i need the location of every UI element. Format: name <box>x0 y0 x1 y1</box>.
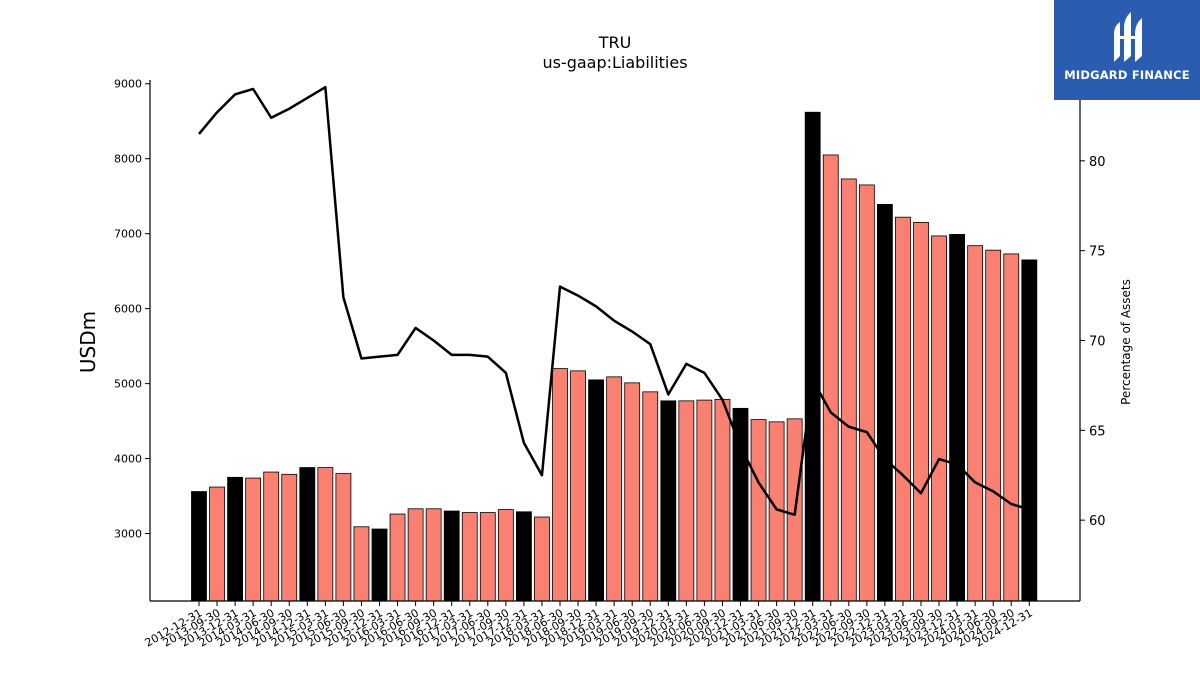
bar <box>335 473 352 602</box>
bar <box>750 419 767 602</box>
bar <box>371 528 388 602</box>
chart-subtitle: us-gaap:Liabilities <box>542 53 687 72</box>
bar <box>588 379 604 602</box>
bar <box>877 204 893 602</box>
y-tick-label: 8000 <box>114 153 142 166</box>
bar <box>1021 259 1038 602</box>
bar <box>479 512 496 602</box>
y2-tick-label: 80 <box>1089 155 1106 170</box>
bar <box>714 398 731 602</box>
bar <box>949 234 965 602</box>
y-tick-label: 3000 <box>114 528 142 541</box>
bar <box>263 471 280 602</box>
y2-tick-label: 70 <box>1089 335 1106 350</box>
y-tick-label: 6000 <box>114 303 142 316</box>
y2-tick-label: 65 <box>1089 424 1106 439</box>
plot-area: 3000400050006000700080009000606570758020… <box>114 78 1106 650</box>
bar <box>642 391 659 602</box>
bar <box>407 508 424 602</box>
bar <box>696 399 713 602</box>
bar <box>913 222 929 602</box>
bar <box>281 473 298 602</box>
bar <box>353 526 370 602</box>
y2-axis-label: Percentage of Assets <box>1119 279 1133 405</box>
bar <box>570 370 586 602</box>
logo-text: MIDGARD FINANCE <box>1064 68 1190 82</box>
bar <box>552 368 568 602</box>
bar <box>967 245 984 602</box>
bar <box>858 184 875 602</box>
bar <box>840 178 857 602</box>
y2-tick-label: 75 <box>1089 245 1106 260</box>
bar <box>732 407 749 602</box>
bar <box>389 513 406 602</box>
bar <box>209 486 225 602</box>
bar <box>931 235 947 602</box>
bar <box>191 491 207 602</box>
logo: MIDGARD FINANCE <box>1054 0 1200 100</box>
bar <box>317 467 334 602</box>
bar <box>1003 253 1020 602</box>
bar <box>461 512 478 602</box>
percentage-line <box>198 85 1030 517</box>
y-axis-label: USDm <box>76 311 100 373</box>
bar <box>299 467 316 602</box>
bar <box>227 476 244 602</box>
y-tick-label: 9000 <box>114 78 142 91</box>
bar <box>516 511 532 602</box>
chart-title: TRU <box>598 33 632 52</box>
y-tick-label: 7000 <box>114 228 142 241</box>
bar <box>895 216 911 602</box>
y2-tick-label: 60 <box>1089 514 1106 529</box>
bar <box>822 154 839 602</box>
bar <box>534 516 550 602</box>
logo-icon <box>1114 12 1142 62</box>
bar <box>985 249 1002 602</box>
bar <box>624 382 641 602</box>
y-tick-label: 5000 <box>114 378 142 391</box>
bar <box>425 508 442 602</box>
bar <box>804 111 821 602</box>
bar <box>245 477 262 602</box>
bar <box>497 509 514 602</box>
bar <box>443 510 460 602</box>
bar <box>606 376 623 602</box>
bar <box>678 400 695 602</box>
y-tick-label: 4000 <box>114 453 142 466</box>
bar <box>660 400 677 602</box>
